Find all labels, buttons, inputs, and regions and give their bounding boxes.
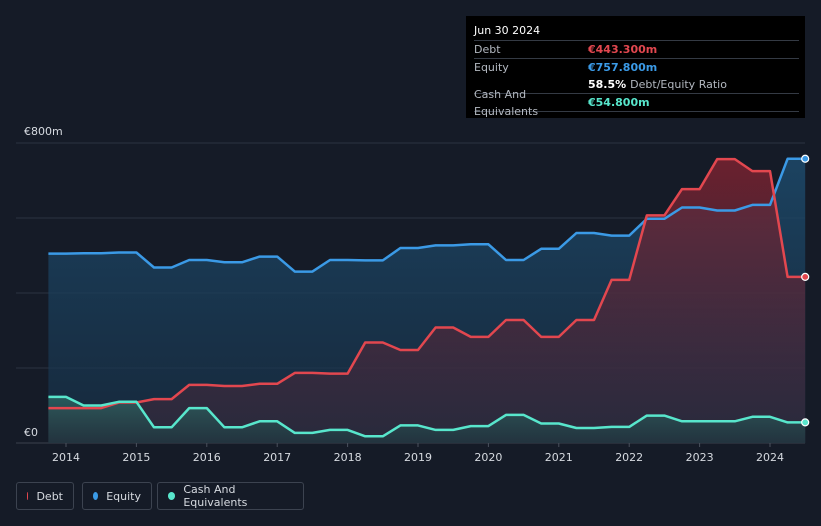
x-tick-label: 2021 [545, 451, 573, 464]
data-tooltip: Jun 30 2024 Debt €443.300m Equity €757.8… [466, 16, 805, 118]
equity-end-point [801, 154, 810, 163]
tooltip-ratio-row: 58.5% Debt/Equity Ratio [474, 76, 799, 93]
y-tick-label-top: €800m [24, 125, 63, 138]
tooltip-debt-label: Debt [474, 43, 501, 56]
x-tick-label: 2019 [404, 451, 432, 464]
x-tick-label: 2017 [263, 451, 291, 464]
cash-and-equivalents-end-point [801, 418, 810, 427]
legend-debt-label: Debt [36, 489, 63, 503]
legend-debt-swatch [27, 492, 29, 500]
x-tick-label: 2024 [756, 451, 784, 464]
legend-equity-label: Equity [106, 489, 141, 503]
legend-cash[interactable]: Cash And Equivalents [157, 482, 304, 510]
tooltip-equity-value: €757.800m [588, 61, 658, 74]
tooltip-cash-row: Cash And Equivalents €54.800m [474, 88, 799, 118]
tooltip-debt-row: Debt €443.300m [474, 40, 799, 58]
x-tick-label: 2014 [52, 451, 80, 464]
x-tick-label: 2020 [474, 451, 502, 464]
tooltip-ratio-label: Debt/Equity Ratio [630, 78, 727, 91]
tooltip-equity-row: Equity €757.800m [474, 58, 799, 76]
tooltip-cash-value: €54.800m [588, 96, 650, 109]
legend-equity[interactable]: Equity [82, 482, 152, 510]
legend-equity-swatch [93, 492, 99, 500]
x-tick-label: 2018 [334, 451, 362, 464]
x-tick-label: 2015 [122, 451, 150, 464]
cash-and-equivalents-line [48, 395, 806, 438]
tooltip-debt-value: €443.300m [588, 43, 658, 56]
legend-cash-swatch [168, 492, 176, 500]
tooltip-ratio-value: 58.5% [588, 78, 627, 91]
equity-line [48, 157, 806, 273]
tooltip-cash-label: Cash And Equivalents [474, 87, 539, 118]
tooltip-equity-label: Equity [474, 61, 509, 74]
cash-and-equivalents-area [48, 396, 806, 443]
x-tick-label: 2016 [193, 451, 221, 464]
x-tick-label: 2022 [615, 451, 643, 464]
legend-debt[interactable]: Debt [16, 482, 74, 510]
tooltip-date: Jun 30 2024 [474, 24, 541, 37]
debt-line [48, 157, 806, 410]
legend-cash-label: Cash And Equivalents [183, 483, 248, 509]
x-tick-label: 2023 [686, 451, 714, 464]
y-tick-label-bottom: €0 [24, 426, 38, 439]
debt-area [48, 159, 806, 443]
debt-end-point [801, 272, 810, 281]
